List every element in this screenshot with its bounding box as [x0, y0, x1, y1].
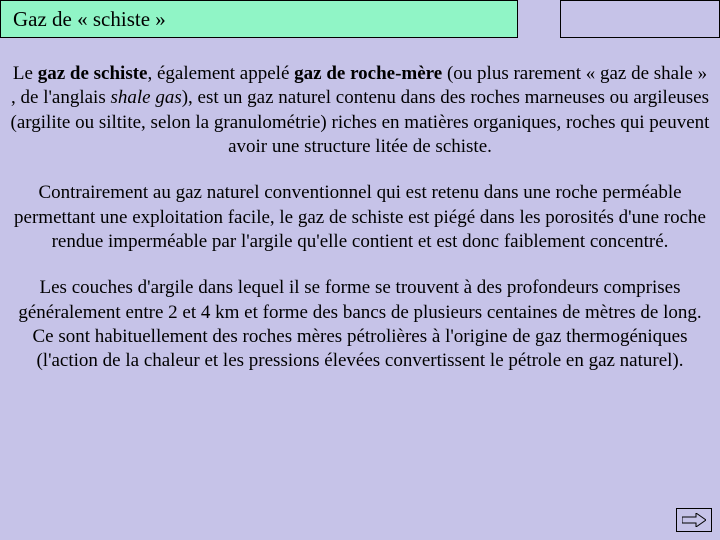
arrow-right-icon [682, 513, 706, 527]
header-row: Gaz de « schiste » [0, 0, 720, 38]
p1-bold-3: gaz de roche-mère [294, 63, 442, 84]
header-right-box [560, 0, 720, 38]
slide: Gaz de « schiste » Le gaz de schiste, ég… [0, 0, 720, 540]
slide-title: Gaz de « schiste » [13, 7, 166, 32]
paragraph-2: Contrairement au gaz naturel conventionn… [10, 181, 710, 254]
next-slide-button[interactable] [676, 508, 712, 532]
title-box: Gaz de « schiste » [0, 0, 518, 38]
paragraph-1: Le gaz de schiste, également appelé gaz … [10, 62, 710, 159]
p1-italic-5: shale gas [110, 87, 181, 108]
p1-text-2: , également appelé [147, 63, 294, 84]
header-spacer [518, 0, 560, 38]
p1-text-0: Le [13, 63, 38, 84]
slide-content: Le gaz de schiste, également appelé gaz … [0, 38, 720, 373]
p1-bold-1: gaz de schiste [38, 63, 148, 84]
paragraph-3: Les couches d'argile dans lequel il se f… [10, 276, 710, 373]
